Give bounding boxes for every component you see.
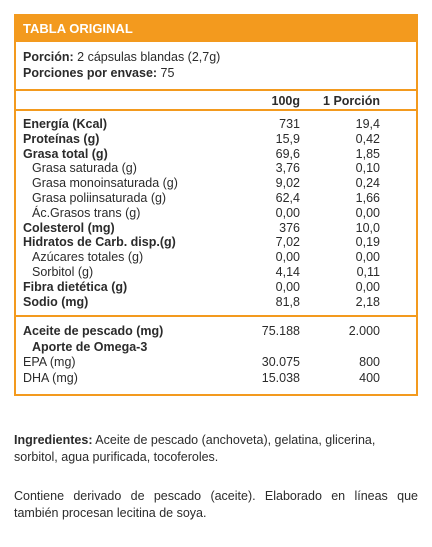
row-name: Proteínas (g) [23,131,100,146]
row-value-portion: 0,00 [355,205,380,220]
row-name: Colesterol (mg) [23,220,115,235]
row-value-portion: 0,42 [355,131,380,146]
omega3-label: Aporte de Omega-3 [32,339,148,354]
omega3-heading: Aporte de Omega-3 [16,340,416,356]
row-value-100g: 0,00 [275,250,300,265]
table-row: Fibra dietética (g) 0,00 0,00 [16,280,416,295]
column-header-name [16,91,230,109]
allergen-note: Contiene derivado de pescado (aceite). E… [14,489,418,520]
row-name: Azúcares totales (g) [32,250,144,265]
table-row: Grasa poliinsaturada (g) 62,4 1,66 [16,191,416,206]
table-row: Colesterol (mg) 376 10,0 [16,221,416,236]
row-value-portion: 0,00 [355,279,380,294]
table-row: Sorbitol (g) 4,14 0,11 [16,265,416,280]
row-name: Energía (Kcal) [23,117,108,131]
row-value-100g: 3,76 [275,161,300,176]
nutrition-table: TABLA ORIGINAL Porción: 2 cápsulas bland… [14,14,418,397]
epa-name: EPA (mg) [23,355,76,370]
table-row: Grasa monoinsaturada (g) 9,02 0,24 [16,176,416,191]
nutrient-rows: Energía (Kcal) 731 19,4 Proteínas (g) 15,9 0… [16,111,416,318]
table-row: Energía (Kcal) 731 19,4 [16,117,416,132]
table-row: Grasa total (g) 69,6 1,85 [16,147,416,162]
row-value-portion: 10,0 [355,220,380,235]
row-value-100g: 0,00 [275,279,300,294]
table-title: TABLA ORIGINAL [16,16,416,42]
dha-name: DHA (mg) [23,370,78,385]
ingredients-text: Ingredientes: Aceite de pescado (anchove… [14,432,418,466]
row-value-portion: 0,19 [355,235,380,250]
portion-label: Porción: [23,50,74,64]
row-value-100g: 15,9 [275,131,300,146]
table-row: Aceite de pescado (mg) 75.188 2.000 [16,324,416,340]
column-header-100g: 100g [271,94,301,108]
oil-value-100g: 75.188 [261,324,300,339]
portion-value: 2 cápsulas blandas (2,7g) [73,50,221,64]
row-value-portion: 1,66 [355,190,380,205]
table-row: Grasa saturada (g) 3,76 0,10 [16,161,416,176]
column-header-portion: 1 Porción [323,94,380,108]
row-value-portion: 2,18 [355,294,380,309]
table-row: EPA (mg) 30.075 800 [16,355,416,371]
epa-value-portion: 800 [359,355,380,370]
ingredients-list: Aceite de pescado (anchoveta), gelatina,… [14,433,376,464]
row-value-100g: 7,02 [275,235,300,250]
row-value-100g: 731 [279,117,300,131]
row-value-100g: 9,02 [275,176,300,191]
row-value-portion: 1,85 [355,146,380,161]
row-value-portion: 0,11 [356,264,380,279]
table-row: Azúcares totales (g) 0,00 0,00 [16,250,416,265]
fish-oil-section: Aceite de pescado (mg) 75.188 2.000 Aporte… [16,317,416,394]
table-row: Ác.Grasos trans (g) 0,00 0,00 [16,206,416,221]
row-name: Fibra dietética (g) [23,279,128,294]
table-row: Proteínas (g) 15,9 0,42 [16,132,416,147]
oil-value-portion: 2.000 [348,324,380,339]
row-name: Ác.Grasos trans (g) [32,205,141,220]
row-value-portion: 19,4 [355,117,380,131]
table-row: Hidratos de Carb. disp.(g) 7,02 0,19 [16,235,416,250]
row-value-100g: 4,14 [275,264,300,279]
row-value-100g: 81,8 [275,294,300,309]
table-row: Sodio (mg) 81,8 2,18 [16,295,416,310]
column-headers: 100g 1 Porción [16,91,416,111]
row-value-100g: 69,6 [275,146,300,161]
row-value-portion: 0,00 [355,250,380,265]
servings-label: Porciones por envase: [23,66,158,80]
oil-name: Aceite de pescado (mg) [23,324,164,339]
row-value-100g: 0,00 [275,205,300,220]
row-value-100g: 62,4 [275,190,300,205]
row-value-portion: 0,24 [355,176,380,191]
servings-value: 75 [157,66,175,80]
row-name: Sorbitol (g) [32,264,94,279]
portion-line: Porción: 2 cápsulas blandas (2,7g) [23,49,409,65]
dha-value-100g: 15.038 [261,370,300,385]
row-value-100g: 376 [279,220,300,235]
epa-value-100g: 30.075 [261,355,300,370]
row-name: Grasa poliinsaturada (g) [32,190,167,205]
row-name: Grasa saturada (g) [32,161,137,176]
portion-info: Porción: 2 cápsulas blandas (2,7g) Porci… [16,42,416,91]
row-name: Grasa total (g) [23,146,108,161]
servings-per-pack-line: Porciones por envase: 75 [23,65,409,81]
row-value-portion: 0,10 [355,161,380,176]
row-name: Sodio (mg) [23,294,89,309]
row-name: Grasa monoinsaturada (g) [32,176,178,191]
table-row: DHA (mg) 15.038 400 [16,371,416,387]
ingredients-label: Ingredientes: [14,433,93,447]
row-name: Hidratos de Carb. disp.(g) [23,235,176,250]
dha-value-portion: 400 [359,370,380,385]
